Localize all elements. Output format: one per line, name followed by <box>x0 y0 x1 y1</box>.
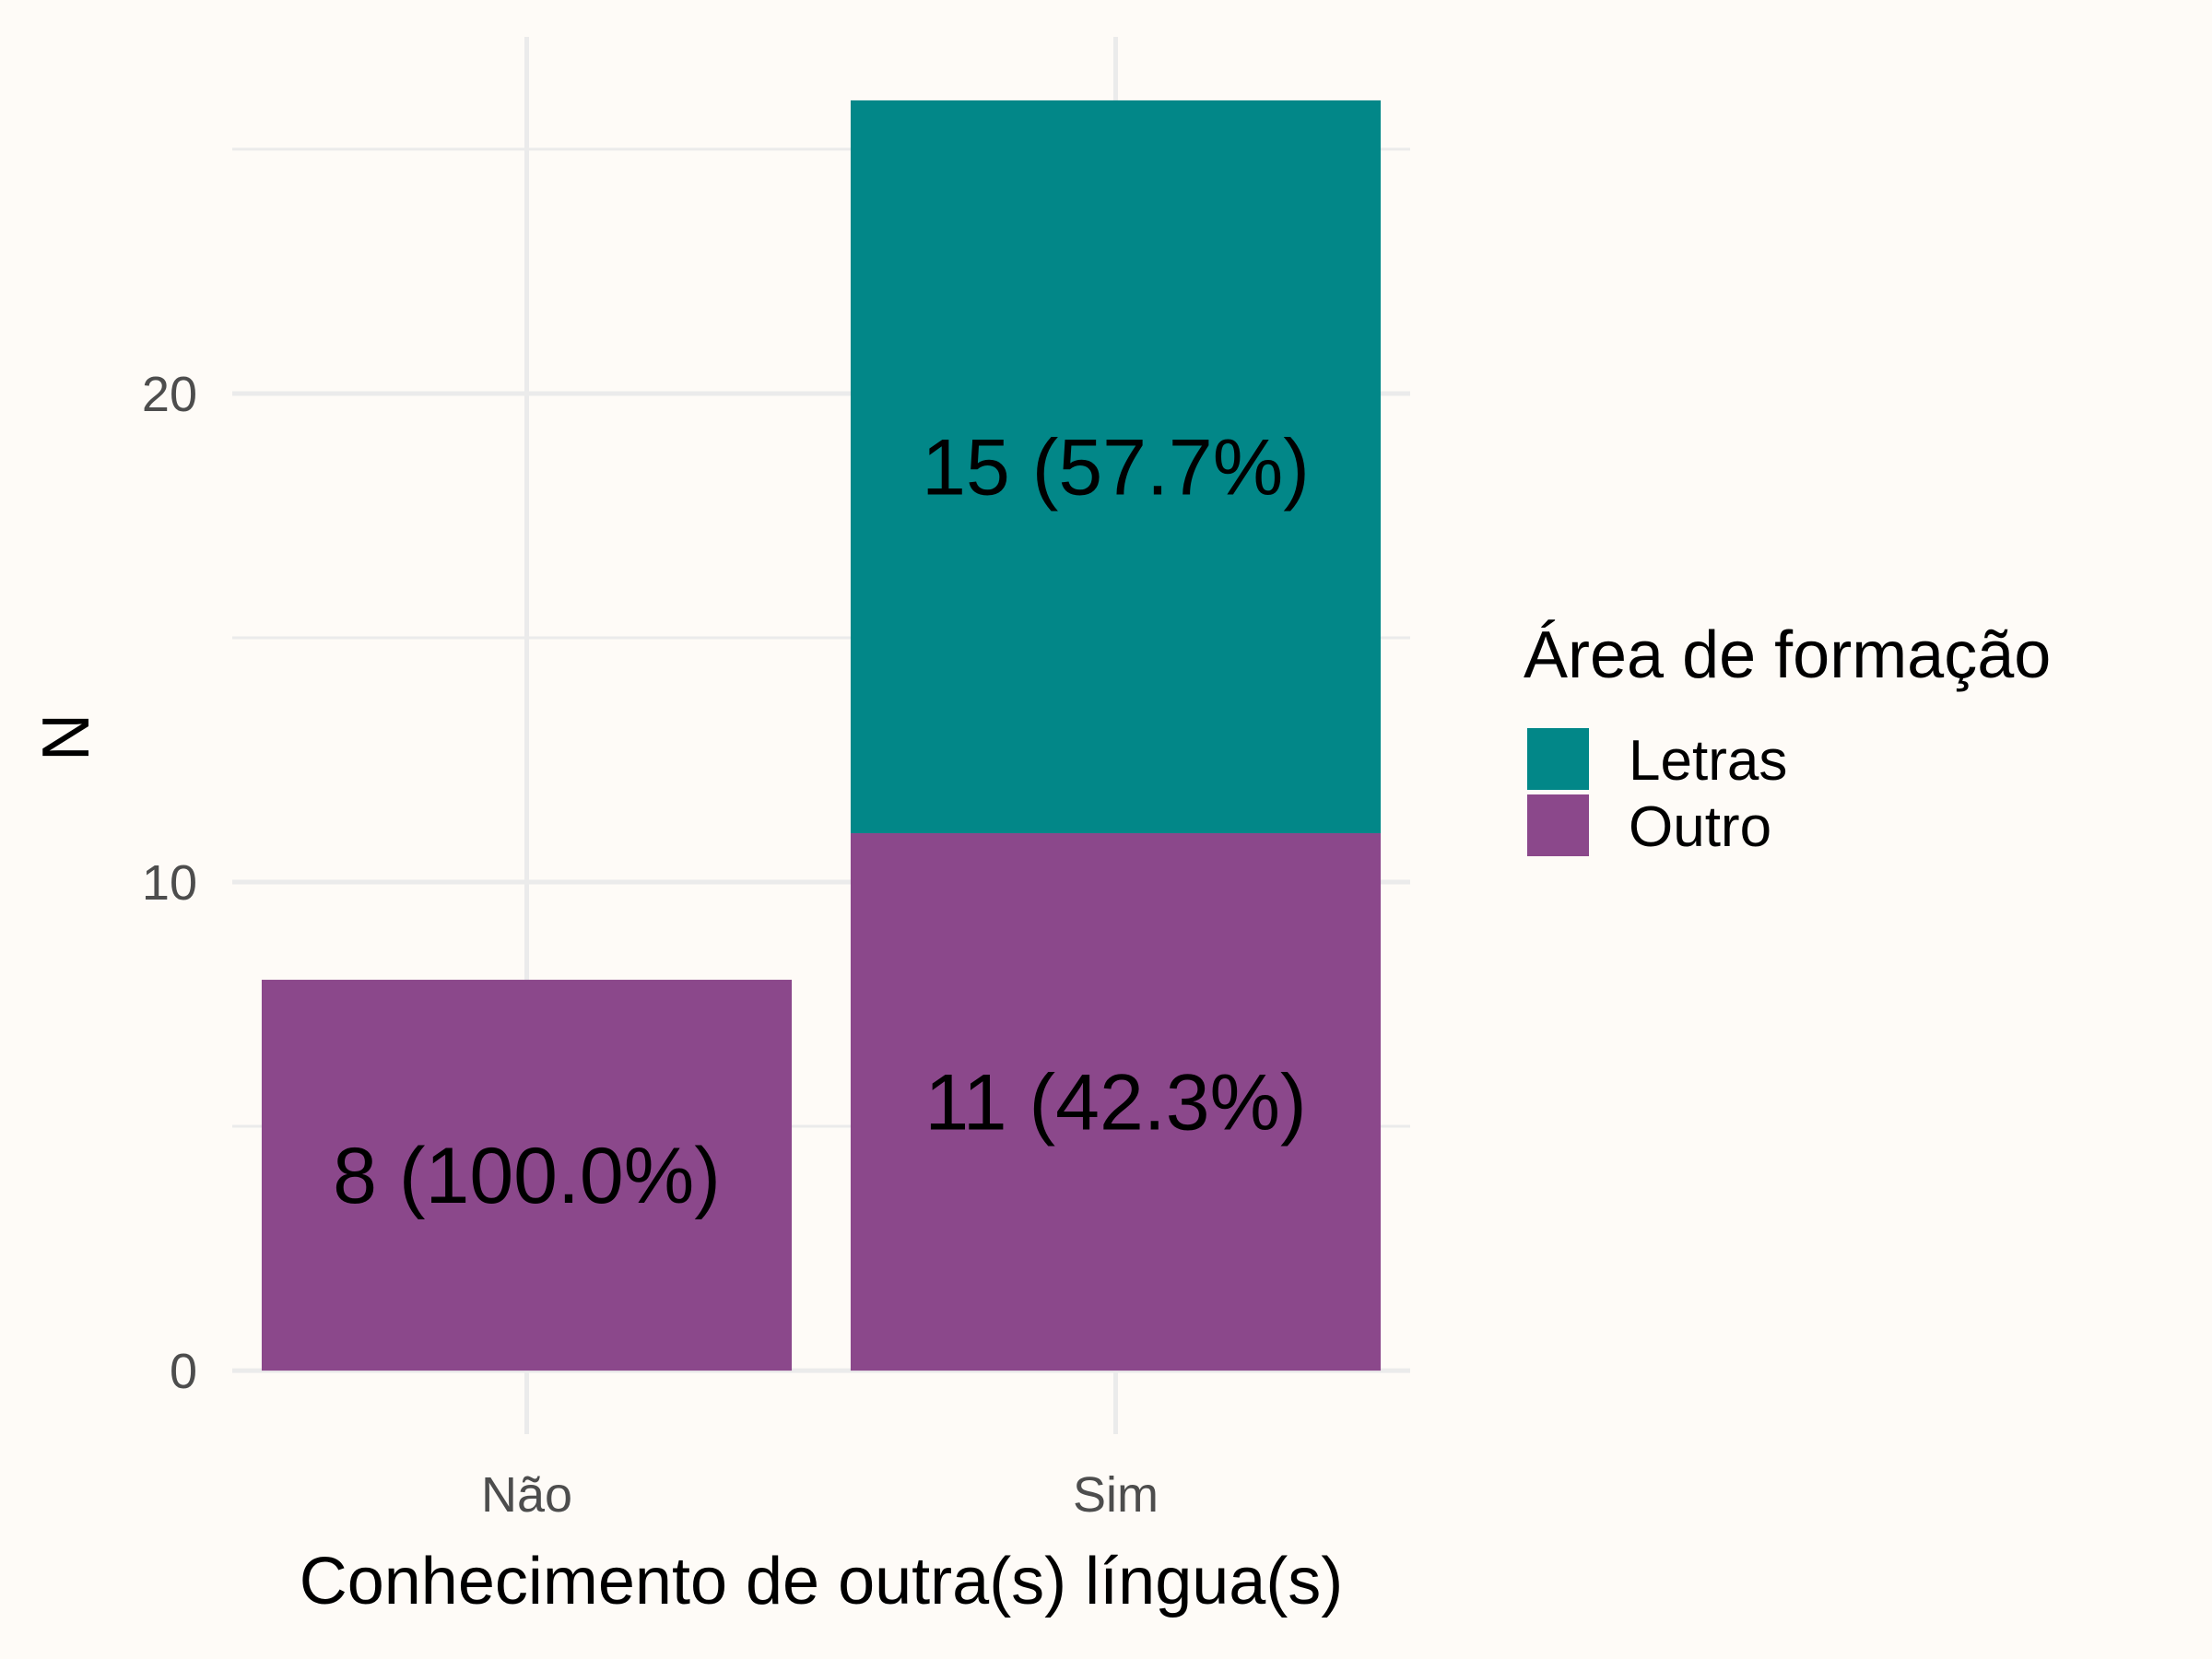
legend-label: Outro <box>1629 795 1771 859</box>
x-axis-title: Conhecimento de outra(s) língua(s) <box>300 1545 1344 1618</box>
legend-label: Letras <box>1629 729 1787 793</box>
y-tick-label: 0 <box>170 1344 197 1399</box>
y-tick-label: 20 <box>142 367 197 422</box>
bar-label: 8 (100.0%) <box>333 1132 721 1220</box>
bar-labels: 8 (100.0%) 11 (42.3%) 15 (57.7%) <box>333 423 1310 1220</box>
legend-key-outro <box>1527 794 1589 856</box>
legend-title: Área de formação <box>1524 618 2051 692</box>
bars <box>261 100 1382 1371</box>
x-tick-label: Sim <box>1073 1467 1159 1523</box>
y-tick-label: 10 <box>142 855 197 911</box>
y-axis-ticks: 0 10 20 <box>142 367 197 1399</box>
x-tick-label: Não <box>481 1467 572 1523</box>
x-axis-ticks: Não Sim <box>481 1467 1159 1523</box>
y-axis-title: N <box>29 713 103 761</box>
bar-label: 15 (57.7%) <box>922 423 1310 512</box>
bar-label: 11 (42.3%) <box>924 1059 1306 1147</box>
bar-segment-letras-1 <box>850 100 1382 834</box>
legend-key-letras <box>1527 728 1589 790</box>
bar-segment-outro-1 <box>850 833 1382 1371</box>
bar-segment-outro-0 <box>261 980 793 1371</box>
